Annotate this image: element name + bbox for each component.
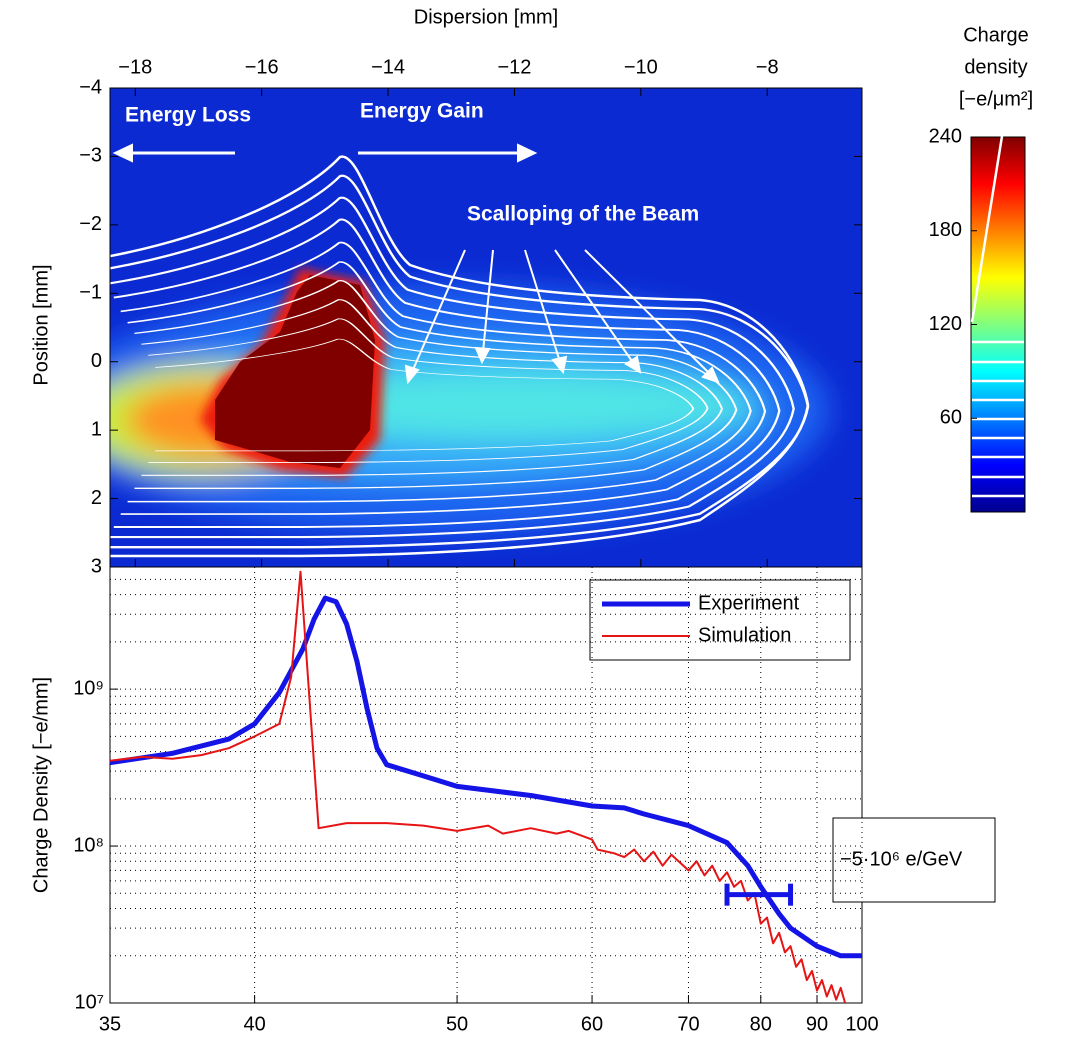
colorbar-tick-label: 240 xyxy=(929,125,962,147)
colorbar-title: density xyxy=(964,56,1027,78)
colorbar xyxy=(970,136,1026,513)
y-tick-label: −1 xyxy=(79,282,102,304)
y-tick-label: −3 xyxy=(79,145,102,167)
line-series xyxy=(110,570,847,1003)
annotation-arrows xyxy=(112,143,720,385)
colorbar-tick-label: 60 xyxy=(940,407,962,429)
x-tick-label: 100 xyxy=(845,1013,878,1035)
x-tick-label: −18 xyxy=(118,56,152,78)
annotation: −5·10⁶ e/GeV xyxy=(840,848,963,870)
legend-label: Experiment xyxy=(698,592,800,614)
x-tick-label: 50 xyxy=(446,1013,468,1035)
annotation-box xyxy=(832,817,996,903)
y-tick-label: 10⁹ xyxy=(73,677,104,699)
colorbar-tick-label: 120 xyxy=(929,313,962,335)
x-tick-label: 70 xyxy=(677,1013,699,1035)
x-tick-label: −12 xyxy=(497,56,531,78)
x-tick-label: −14 xyxy=(371,56,405,78)
x-tick-label: 60 xyxy=(581,1013,603,1035)
y-tick-label: 10⁸ xyxy=(73,834,104,856)
y-tick-label: 3 xyxy=(91,555,102,577)
colorbar-title: Charge xyxy=(963,24,1029,46)
contours xyxy=(110,155,810,558)
y-axis-title: Charge Density [−e/mm] xyxy=(30,677,52,893)
colorbar-tick-label: 180 xyxy=(929,219,962,241)
x-tick-label: −10 xyxy=(624,56,658,78)
annotation: Energy Loss xyxy=(125,104,251,127)
y-tick-label: 0 xyxy=(91,350,102,372)
y-tick-label: 10⁷ xyxy=(75,991,104,1013)
colorbar-title: [−e/μm²] xyxy=(959,88,1033,110)
x-tick-label: −8 xyxy=(756,56,779,78)
x-axis-title: Dispersion [mm] xyxy=(414,6,558,28)
y-tick-label: −2 xyxy=(79,213,102,235)
x-tick-label: 40 xyxy=(243,1013,265,1035)
x-tick-label: 90 xyxy=(806,1013,828,1035)
annotation: Scalloping of the Beam xyxy=(467,203,699,226)
heatmap-image xyxy=(110,88,862,567)
legend xyxy=(589,579,851,661)
y-tick-label: 1 xyxy=(91,418,102,440)
x-tick-label: 80 xyxy=(750,1013,772,1035)
y-axis-title: Position [mm] xyxy=(30,264,52,385)
plot-frame xyxy=(109,566,863,1004)
annotation: Energy Gain xyxy=(360,100,484,123)
x-tick-label: −16 xyxy=(245,56,279,78)
x-tick-label: 35 xyxy=(99,1013,121,1035)
y-tick-label: 2 xyxy=(91,487,102,509)
colorbar-contour-levels xyxy=(970,0,1026,498)
legend-label: Simulation xyxy=(698,624,791,646)
y-tick-label: −4 xyxy=(79,76,102,98)
